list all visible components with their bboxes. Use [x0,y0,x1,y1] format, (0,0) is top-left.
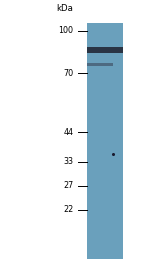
Text: 70: 70 [63,69,74,78]
Bar [87,23,123,259]
Text: 27: 27 [63,181,74,190]
Bar [87,63,113,66]
Text: 33: 33 [63,157,74,166]
Bar [87,47,123,53]
Text: 100: 100 [58,26,74,35]
Text: 44: 44 [63,128,74,137]
Text: kDa: kDa [57,3,74,13]
Text: 22: 22 [63,205,74,214]
